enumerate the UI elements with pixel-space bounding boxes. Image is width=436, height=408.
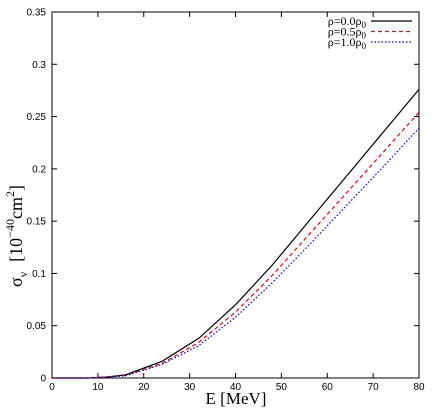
x-tick-label: 40 [230,382,242,393]
y-axis-title: σν [10−40cm2] [3,185,30,287]
y-axis-units-exp2: 2 [3,191,17,197]
series-line-3 [52,127,420,379]
x-tick-label: 20 [138,382,150,393]
x-tick-label: 60 [322,382,334,393]
legend-label-1: ρ=0.0ρ0 [328,14,367,30]
series-line-1 [52,89,420,379]
series-line-2 [52,111,420,379]
y-axis-symbol-sub: ν [16,271,30,277]
y-axis-symbol: σ [6,277,26,287]
y-axis-units-exp: −40 [3,219,17,238]
plot-frame [51,11,420,379]
axis-ticks: 0 10 20 30 40 50 60 70 80 0 0.05 0.1 0.15 0.2 0.25 0.3 0… [27,8,425,394]
x-tick-label: 10 [92,382,104,393]
y-axis-units-close: ] [6,185,26,191]
x-tick-label: 80 [413,382,425,393]
y-tick-label: 0.2 [32,164,46,175]
svg-text:σν[10−40cm2]: σν [10−40cm2] [3,185,30,287]
x-tick-label: 70 [368,382,380,393]
y-axis-units-prefix: [10 [6,238,26,262]
x-axis-title: E [MeV] [206,389,267,408]
y-tick-label: 0.3 [32,60,46,71]
legend-label-2: ρ=0.5ρ0 [328,25,367,41]
x-tick-label: 50 [276,382,288,393]
legend-label-3: ρ=1.0ρ0 [328,35,367,51]
y-tick-label: 0.15 [27,217,47,228]
y-tick-label: 0.25 [27,112,47,123]
series-lines [52,89,420,379]
y-tick-label: 0.1 [32,269,46,280]
y-tick-label: 0.35 [27,8,47,19]
y-axis-units-suffix: cm [6,197,26,219]
x-tick-label: 30 [184,382,196,393]
x-tick-label: 0 [49,382,55,393]
y-tick-label: 0.05 [27,321,47,332]
y-tick-label: 0 [40,374,46,385]
